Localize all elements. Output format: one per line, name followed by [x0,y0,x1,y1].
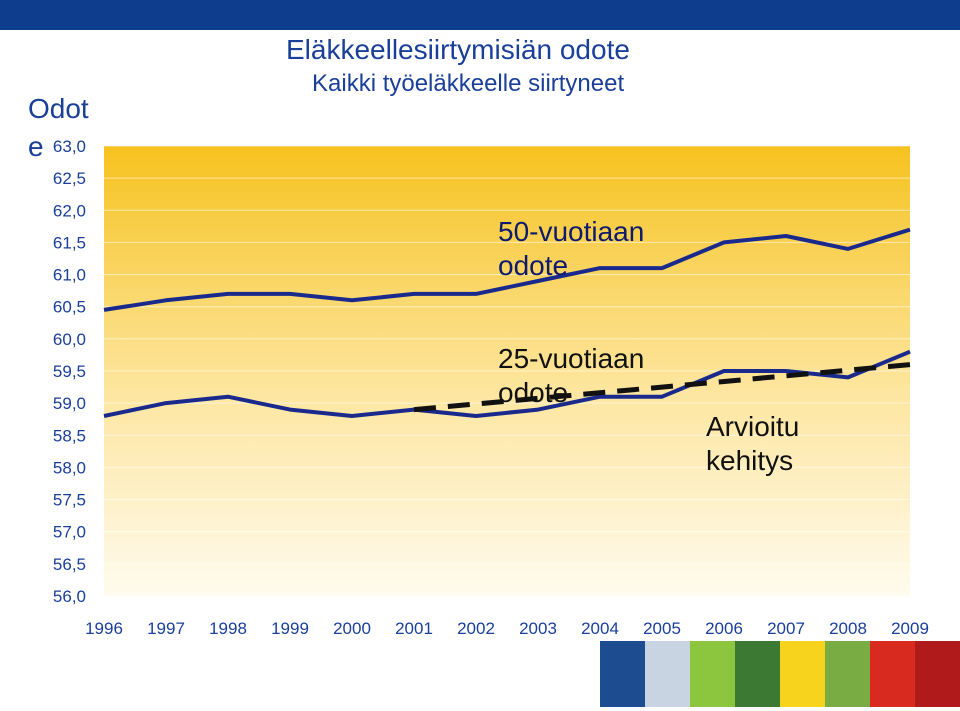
y-tick-label: 60,5 [53,298,86,317]
x-tick-label: 1999 [271,619,309,638]
blue-tile [600,641,645,707]
y-tick-label: 61,5 [53,233,86,252]
flowers-image [735,641,780,707]
winter-tree-image [645,641,690,707]
x-tick-label: 2008 [829,619,867,638]
y-tick-label: 58,5 [53,426,86,445]
x-tick-label: 2003 [519,619,557,638]
yellow-tile [780,641,825,707]
berries-image [915,641,960,707]
series-line-2 [103,349,911,418]
label-estimate: Arvioitu kehitys [706,411,800,476]
y-tick-label: 59,0 [53,394,86,413]
y-tick-label: 63,0 [53,137,86,156]
page-title: Eläkkeellesiirtymisiän odote [286,34,630,65]
y-tick-label: 62,0 [53,201,86,220]
x-tick-label: 2000 [333,619,371,638]
top-bar [0,0,960,30]
photo-strip [600,641,960,707]
y-tick-label: 60,0 [53,330,86,349]
green-tile [690,641,735,707]
page-subtitle: Kaikki työeläkkeelle siirtyneet [312,70,625,97]
x-tick-label: 2005 [643,619,681,638]
y-tick-label: 56,5 [53,555,86,574]
series-line-1 [103,227,911,312]
y-tick-label: 61,0 [53,266,86,285]
y-tick-label: 57,0 [53,523,86,542]
x-tick-label: 2006 [705,619,743,638]
x-tick-label: 2007 [767,619,805,638]
field-image [825,641,870,707]
x-tick-label: 2004 [581,619,619,638]
y-tick-label: 59,5 [53,362,86,381]
x-tick-label: 1996 [85,619,123,638]
label-25-year: 25-vuotiaan odote [498,343,645,408]
label-50-year: 50-vuotiaan odote [498,216,645,281]
y-tick-label: 57,5 [53,491,86,510]
x-tick-label: 2001 [395,619,433,638]
series-line-3 [413,362,911,413]
x-tick-label: 2009 [891,619,929,638]
y-tick-label: 56,0 [53,587,86,606]
x-tick-label: 1997 [147,619,185,638]
red-tile [870,641,915,707]
x-tick-label: 1998 [209,619,247,638]
x-tick-label: 2002 [457,619,495,638]
y-tick-label: 58,0 [53,458,86,477]
y-tick-label: 62,5 [53,169,86,188]
side-label: Odote [28,93,89,162]
